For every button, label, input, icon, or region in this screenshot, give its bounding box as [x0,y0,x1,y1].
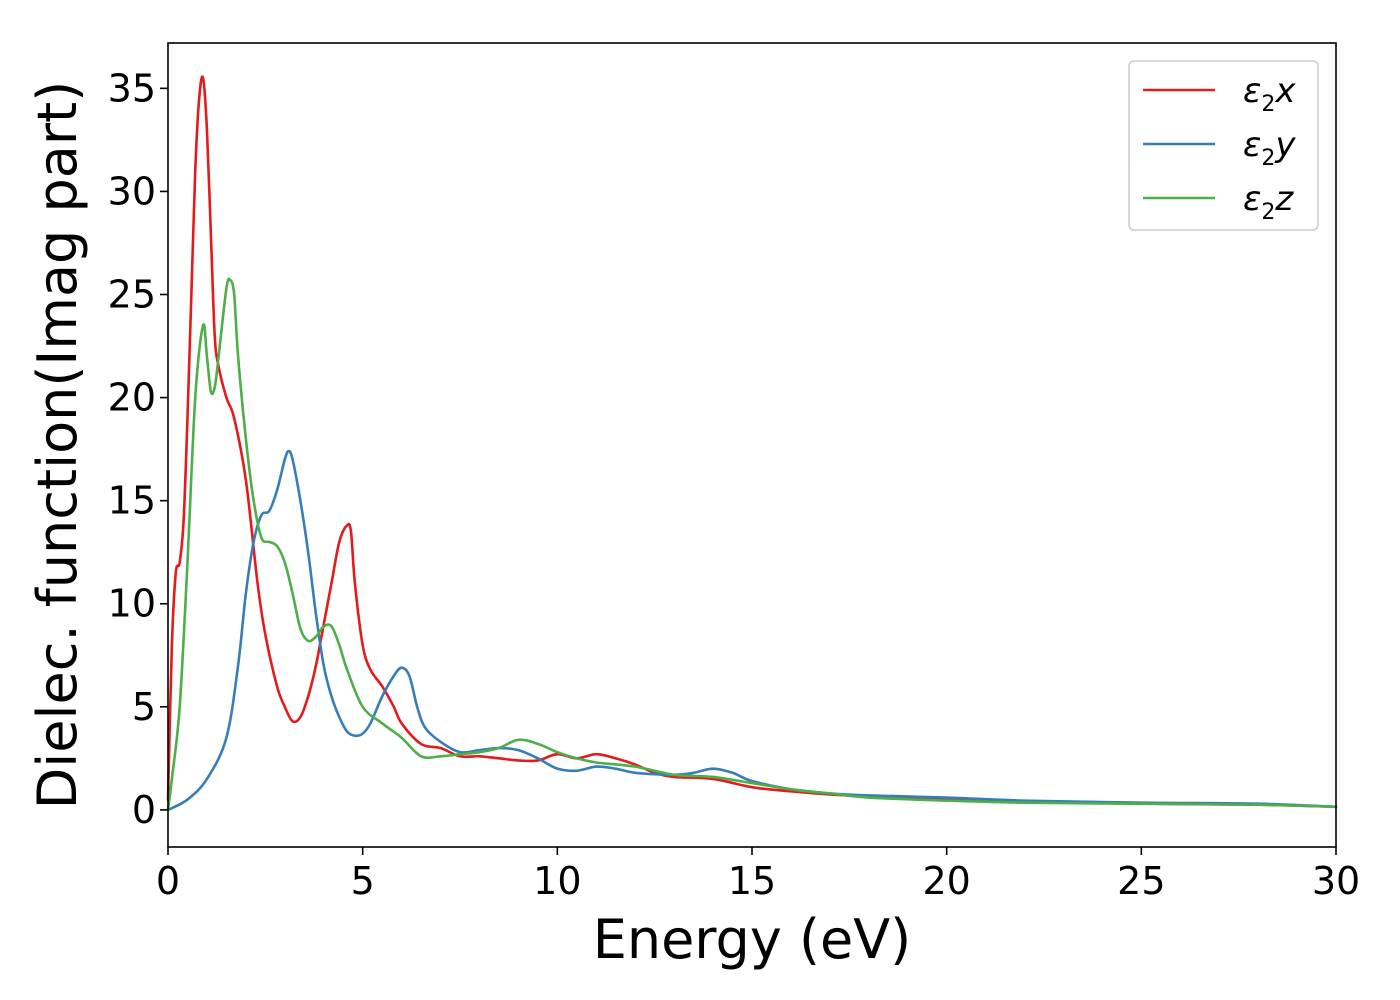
legend-box [1128,60,1319,231]
x-tick-label: 10 [533,859,581,903]
x-tick-label: 15 [728,859,776,903]
y-tick-label: 25 [108,273,156,317]
legend-entry-label: ε2z [1243,179,1294,225]
legend-entry-label: ε2y [1243,125,1296,171]
legend-subscript: 2 [1261,146,1275,171]
legend-symbol: ε [1243,71,1261,111]
legend-subscript: 2 [1261,92,1275,117]
legend-entry-label: ε2x [1243,71,1296,117]
y-tick-label: 10 [108,582,156,626]
series-line-e2y [166,449,1338,812]
x-tick-label: 25 [1117,859,1165,903]
x-axis: 0 5 10 15 20 25 30 [156,847,1360,903]
y-axis-label: Dielec. function(Imag part) [26,81,89,810]
y-tick-label: 35 [108,66,156,110]
x-tick-label: 5 [351,859,375,903]
series-layer [166,75,1338,812]
x-axis-label: Energy (eV) [593,908,912,971]
legend-component: y [1274,125,1296,165]
y-tick-label: 30 [108,169,156,213]
y-tick-label: 0 [132,788,156,832]
legend-symbol: ε [1243,125,1261,165]
series-line-e2z [166,277,1338,812]
x-tick-label: 0 [156,859,180,903]
x-tick-label: 30 [1312,859,1360,903]
legend-symbol: ε [1243,179,1261,219]
y-axis: 0 5 10 15 20 25 30 35 [108,66,168,832]
legend-subscript: 2 [1261,200,1275,225]
series-line-e2x [166,75,1338,809]
legend-component: z [1274,179,1294,219]
y-tick-label: 15 [108,479,156,523]
x-tick-label: 20 [922,859,970,903]
y-tick-label: 5 [132,685,156,729]
legend-component: x [1274,71,1296,111]
y-tick-label: 20 [108,376,156,420]
